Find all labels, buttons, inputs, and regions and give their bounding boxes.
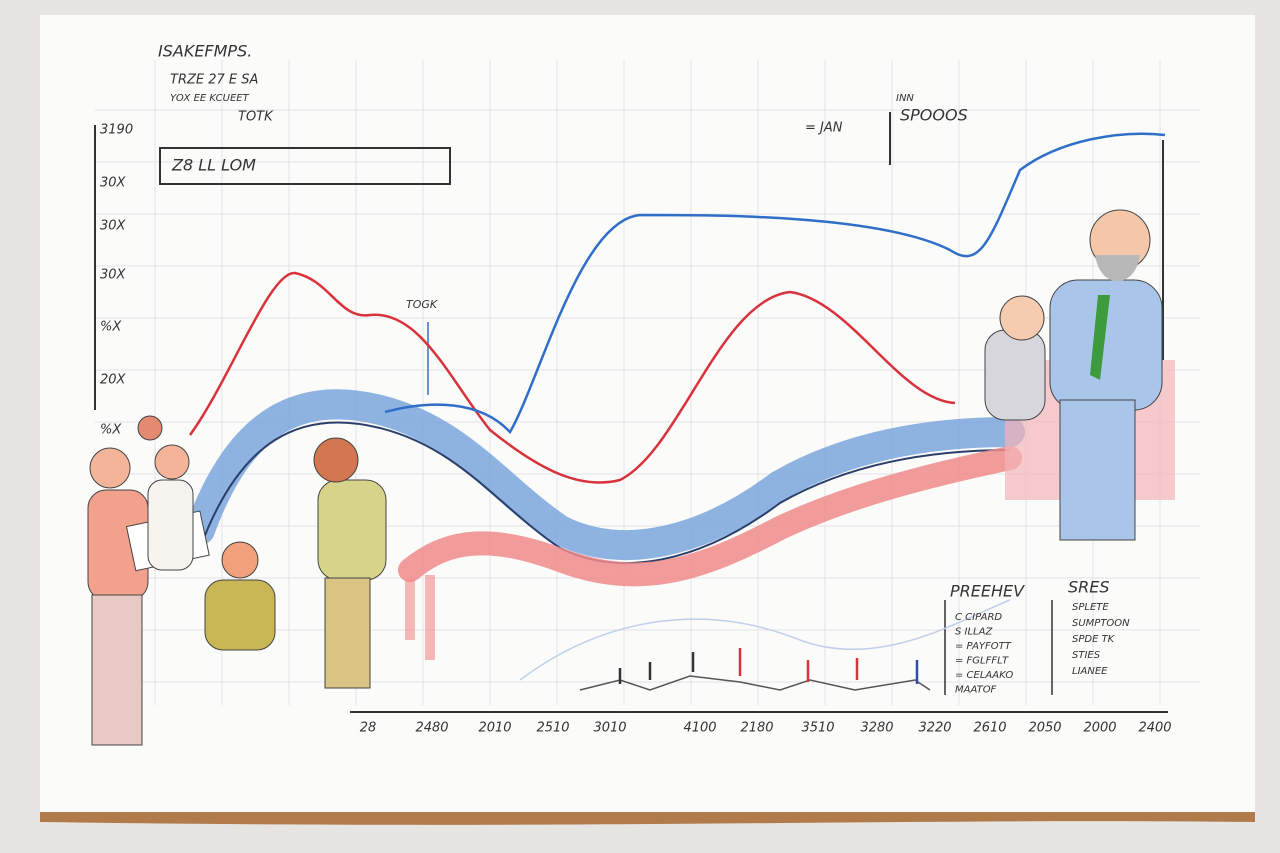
person-body xyxy=(204,579,276,651)
annotation: INN xyxy=(896,93,914,104)
callout-text: Z8 LL LOM xyxy=(171,156,256,175)
x-label: 3220 xyxy=(918,721,951,736)
people-left xyxy=(87,415,387,746)
person-head xyxy=(313,437,359,483)
person-head xyxy=(137,415,163,441)
x-label: 2050 xyxy=(1028,721,1061,736)
legend-item: = PAYFOTT xyxy=(955,641,1012,652)
person-head xyxy=(999,295,1045,341)
person-legs xyxy=(1059,399,1136,541)
person-body xyxy=(147,479,194,571)
legend-title: SRES xyxy=(1068,578,1110,597)
x-label: 2510 xyxy=(536,721,569,736)
y-label: 30X xyxy=(100,268,127,283)
red-drip xyxy=(405,575,435,660)
faint-line xyxy=(519,599,1011,681)
legend-item: C CIPARD xyxy=(955,612,1002,623)
legend-item: = FGLFFLT xyxy=(955,656,1009,667)
note: YOX EE KCUEET xyxy=(170,93,250,104)
y-label: %X xyxy=(100,423,122,438)
legend-item: S ILLAZ xyxy=(955,627,993,638)
x-label: 2610 xyxy=(973,721,1006,736)
y-label: 30X xyxy=(100,176,127,191)
person-head xyxy=(89,447,131,489)
x-label: 28 xyxy=(360,721,377,736)
x-label: 2400 xyxy=(1138,721,1171,736)
event-marks xyxy=(618,648,919,684)
event-line xyxy=(579,675,931,691)
legend-item: SUMPTOON xyxy=(1072,618,1130,629)
annotation: TOGK xyxy=(406,298,438,311)
x-label: 3280 xyxy=(860,721,893,736)
y-label: 30X xyxy=(100,219,127,234)
person-legs xyxy=(324,577,371,689)
annotation: SPOOOS xyxy=(900,106,968,125)
x-label: 2000 xyxy=(1083,721,1116,736)
blue-line xyxy=(384,132,1166,435)
labels: 3190 30X 30X 30X %X 20X %X 28 2480 2010 2510 3010 41… xyxy=(100,123,1172,736)
y-label: %X xyxy=(100,320,122,335)
person-legs xyxy=(91,594,143,746)
person-head xyxy=(221,541,259,579)
beard xyxy=(1095,255,1140,282)
y-label: 20X xyxy=(100,373,127,388)
red-line xyxy=(188,271,956,484)
red-band xyxy=(398,446,1022,587)
tie xyxy=(1090,295,1110,380)
x-label: 4100 xyxy=(683,721,716,736)
people-right xyxy=(984,209,1175,541)
note: TOTK xyxy=(238,110,274,125)
person-head xyxy=(154,444,190,480)
legend-title: PREEHEV xyxy=(950,582,1025,601)
blue-band xyxy=(185,389,1025,560)
legend-item: SPLETE xyxy=(1072,602,1109,613)
title: ISAKEFMPS. xyxy=(158,42,252,61)
x-label: 3010 xyxy=(593,721,626,736)
legend-item: LIANEE xyxy=(1072,666,1108,677)
x-label: 3510 xyxy=(801,721,834,736)
note: TRZE 27 E SA xyxy=(170,73,258,88)
callout-box xyxy=(159,147,451,185)
x-label: 2010 xyxy=(478,721,511,736)
legend-item: STIES xyxy=(1072,650,1101,661)
y-label: 3190 xyxy=(100,123,133,138)
person-body xyxy=(984,329,1046,421)
x-label: 2180 xyxy=(740,721,773,736)
x-label: 2480 xyxy=(415,721,448,736)
legend-item: MAATOF xyxy=(955,685,997,696)
legend-item: SPDE TK xyxy=(1072,634,1116,645)
annotation: = JAN xyxy=(805,121,843,136)
person-body xyxy=(317,479,387,581)
legend-item: = CELAAKO xyxy=(955,670,1013,681)
